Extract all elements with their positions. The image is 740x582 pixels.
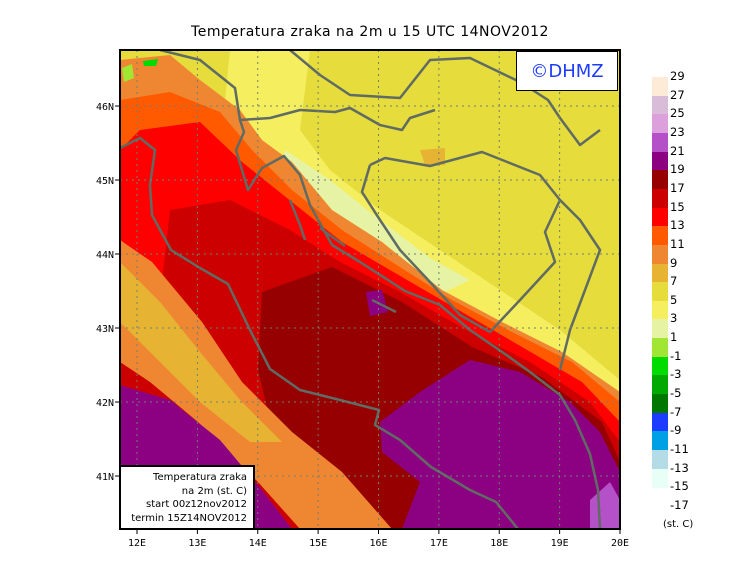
map-frame — [119, 49, 621, 530]
lon-label: 17E — [430, 538, 448, 549]
legend-label: 1 — [670, 330, 678, 345]
legend-label: 27 — [670, 87, 685, 102]
lon-label: 14E — [249, 538, 267, 549]
legend-swatch — [652, 356, 668, 376]
legend-swatch — [652, 450, 668, 470]
island-2 — [319, 226, 346, 248]
band-minus3-minus1-spot — [143, 59, 158, 66]
info-line-1: Temperatura zraka — [153, 472, 247, 483]
legend-label: -11 — [670, 442, 689, 456]
lon-label: 20E — [611, 538, 629, 549]
legend-label: -9 — [670, 423, 682, 438]
legend-swatch — [652, 319, 668, 339]
italy-band-7-9 — [120, 262, 282, 442]
legend-swatch — [652, 282, 668, 302]
island-1 — [288, 199, 307, 241]
lat-label: 46N — [96, 102, 114, 113]
legend-label: -5 — [670, 386, 682, 401]
lat-label: 43N — [96, 324, 114, 335]
legend-label: 7 — [670, 274, 678, 289]
legend-label: 11 — [670, 236, 685, 251]
graticule — [120, 50, 620, 529]
legend-label: 17 — [670, 180, 685, 195]
legend-swatch — [652, 188, 668, 209]
lon-label: 12E — [128, 538, 146, 549]
legend-label: 5 — [670, 292, 678, 307]
legend-label: 13 — [670, 218, 685, 233]
serbia-border — [558, 199, 602, 371]
legend-swatch — [652, 375, 668, 395]
legend-swatch — [652, 114, 668, 134]
legend-swatch — [652, 151, 668, 171]
lon-label: 19E — [551, 538, 569, 549]
legend-swatch — [652, 244, 668, 264]
lon-label: 18E — [490, 538, 508, 549]
lon-label: 15E — [309, 538, 327, 549]
lat-label: 42N — [96, 398, 114, 409]
legend-swatch — [652, 300, 668, 320]
legend-label: 21 — [670, 143, 685, 158]
band-minus1-1-spot — [122, 64, 134, 82]
legend-label: 9 — [670, 255, 678, 270]
legend-label: -15 — [670, 479, 689, 494]
legend-label: 15 — [670, 199, 685, 214]
legend-swatch — [652, 412, 668, 432]
legend-swatch — [652, 338, 668, 358]
legend-label: -1 — [670, 348, 682, 363]
legend-label: -13 — [670, 460, 689, 475]
croatia-bosnia-border — [360, 150, 562, 334]
croatia-hungary-border — [289, 50, 601, 147]
lon-label: 13E — [188, 538, 206, 549]
band-1-3 — [280, 150, 470, 292]
info-line-4: termin 15Z14NOV2012 — [131, 512, 247, 524]
legend-swatch — [652, 468, 668, 488]
legend-swatch — [652, 95, 668, 115]
legend-swatch — [652, 431, 668, 451]
island-3 — [371, 298, 397, 314]
legend-swatch — [652, 77, 668, 97]
legend-swatch — [652, 132, 668, 153]
info-line-2: na 2m (st. C) — [181, 485, 247, 497]
legend-unit: (st. C) — [663, 519, 694, 530]
legend-swatch — [652, 207, 668, 227]
legend-label: 19 — [670, 162, 685, 177]
italy-band-9-11 — [120, 240, 392, 529]
legend-swatch — [652, 170, 668, 190]
legend-label: -7 — [670, 404, 682, 419]
legend-label: 23 — [670, 124, 685, 139]
coastlines-borders — [120, 50, 602, 529]
lat-label: 41N — [96, 472, 114, 483]
dhmz-logo: ©DHMZ — [516, 51, 618, 91]
legend-swatch — [652, 263, 668, 283]
legend-label: -17 — [670, 497, 689, 512]
legend-swatch — [652, 394, 668, 414]
italy-coastline — [120, 136, 519, 529]
legend-label: -3 — [670, 367, 682, 382]
lat-label: 45N — [96, 176, 114, 187]
temperature-field — [120, 50, 620, 529]
croatia-coastline — [159, 50, 602, 529]
legend-label: 29 — [670, 69, 685, 83]
info-line-3: start 00z12nov2012 — [146, 499, 247, 510]
legend-swatch — [652, 226, 668, 246]
legend-label: 3 — [670, 311, 678, 326]
slovenia-croatia-border — [239, 106, 436, 132]
info-box: Temperatura zraka na 2m (st. C) start 00… — [121, 465, 255, 528]
lon-label: 16E — [369, 538, 387, 549]
map-title: Temperatura zraka na 2m u 15 UTC 14NOV20… — [191, 24, 549, 40]
lat-label: 44N — [96, 250, 114, 261]
legend-label: 25 — [670, 106, 685, 121]
